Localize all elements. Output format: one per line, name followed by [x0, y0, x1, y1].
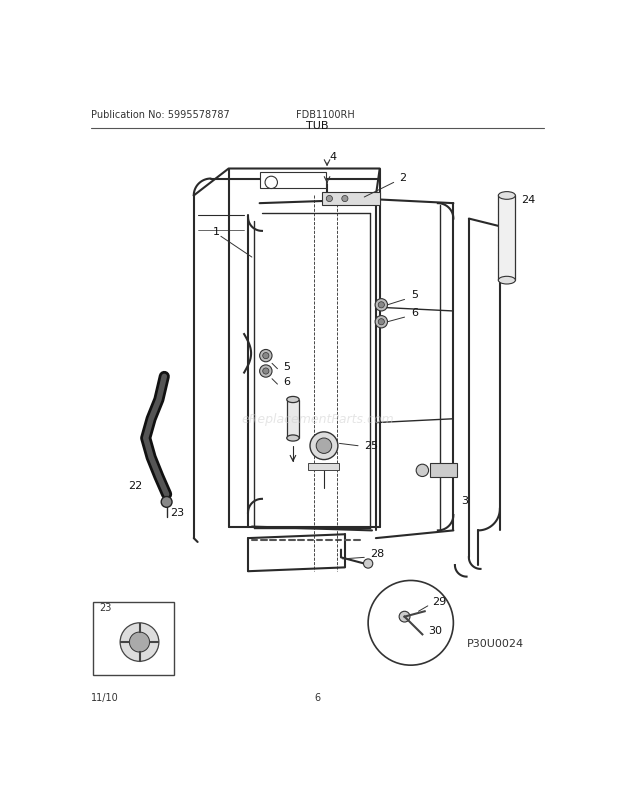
Bar: [286, 400, 299, 439]
Text: 6: 6: [315, 692, 321, 703]
Circle shape: [378, 302, 384, 309]
Text: eReplacementParts.com: eReplacementParts.com: [241, 413, 394, 426]
Circle shape: [342, 196, 348, 202]
Bar: [430, 464, 458, 478]
Text: 6: 6: [410, 307, 418, 318]
Text: Publication No: 5995578787: Publication No: 5995578787: [92, 110, 230, 120]
Circle shape: [263, 353, 269, 359]
Text: 23: 23: [170, 508, 185, 517]
Text: TUB: TUB: [306, 121, 329, 131]
Text: 2: 2: [399, 173, 406, 183]
Circle shape: [399, 611, 410, 622]
Text: 4: 4: [329, 152, 337, 161]
Circle shape: [326, 196, 332, 202]
Circle shape: [375, 316, 388, 329]
Text: 11/10: 11/10: [92, 692, 119, 703]
Text: P30U0024: P30U0024: [467, 638, 524, 648]
Circle shape: [120, 623, 159, 662]
Text: 5: 5: [283, 361, 290, 371]
Circle shape: [130, 632, 149, 652]
Text: 24: 24: [521, 194, 535, 205]
Text: 29: 29: [433, 596, 446, 606]
Text: 28: 28: [371, 548, 384, 558]
Text: 25: 25: [365, 440, 378, 451]
Text: FDB1100RH: FDB1100RH: [296, 110, 355, 120]
Ellipse shape: [498, 277, 515, 285]
Ellipse shape: [286, 397, 299, 403]
Circle shape: [416, 464, 428, 477]
Ellipse shape: [498, 192, 515, 200]
Circle shape: [310, 432, 338, 460]
Circle shape: [363, 559, 373, 569]
Bar: [260, 173, 326, 188]
Text: 3: 3: [461, 496, 468, 506]
Circle shape: [263, 368, 269, 375]
Circle shape: [368, 581, 453, 666]
Ellipse shape: [286, 435, 299, 442]
Text: 22: 22: [128, 480, 142, 491]
Text: 5: 5: [410, 290, 418, 300]
Bar: [93, 602, 174, 675]
Bar: [322, 192, 379, 206]
Text: 6: 6: [283, 377, 290, 387]
Text: 30: 30: [428, 625, 442, 635]
Circle shape: [265, 177, 278, 189]
Circle shape: [161, 497, 172, 508]
Bar: [309, 463, 340, 471]
Circle shape: [260, 350, 272, 363]
Text: 1: 1: [213, 227, 220, 237]
Circle shape: [260, 366, 272, 378]
Circle shape: [316, 439, 332, 454]
Circle shape: [375, 299, 388, 311]
Text: 23: 23: [99, 602, 112, 612]
Bar: [498, 196, 515, 281]
Circle shape: [378, 319, 384, 326]
